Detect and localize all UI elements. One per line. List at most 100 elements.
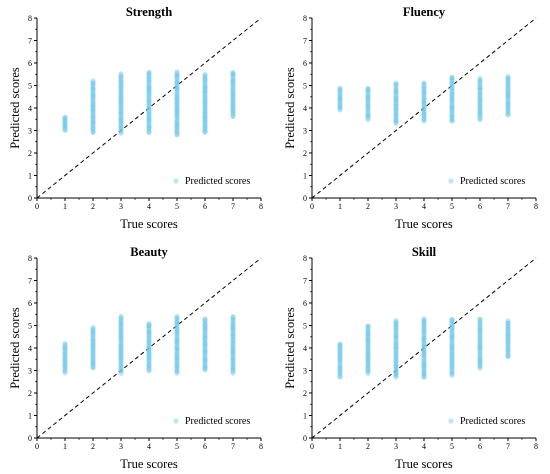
data-point — [174, 365, 180, 371]
y-tick-label: 4 — [303, 344, 307, 353]
data-point — [230, 367, 236, 373]
data-point — [118, 83, 124, 90]
data-point — [365, 361, 371, 368]
data-point — [393, 92, 399, 98]
data-point — [174, 76, 180, 82]
data-point — [230, 69, 236, 75]
data-point — [393, 99, 399, 105]
data-point — [230, 87, 236, 93]
data-point — [118, 321, 124, 327]
data-point — [146, 352, 152, 358]
data-point — [505, 82, 511, 88]
data-point — [449, 106, 455, 113]
data-point — [505, 104, 511, 111]
data-point — [477, 349, 483, 355]
data-point — [449, 350, 455, 356]
data-point — [90, 126, 96, 132]
data-point — [337, 361, 343, 368]
x-tick-label: 6 — [203, 202, 207, 211]
data-point — [230, 108, 236, 114]
data-point — [393, 105, 399, 111]
data-point — [118, 101, 124, 107]
data-point — [449, 317, 455, 323]
data-point — [174, 360, 180, 366]
data-point — [449, 114, 455, 120]
data-point — [505, 318, 511, 324]
x-tick-label: 4 — [147, 202, 151, 211]
data-point — [393, 338, 399, 344]
data-point — [202, 333, 208, 339]
data-point — [393, 347, 399, 353]
chart-title: Strength — [126, 5, 172, 19]
data-point — [393, 363, 399, 369]
y-tick-label: 5 — [28, 82, 32, 91]
data-point — [337, 101, 343, 108]
data-point — [202, 323, 208, 329]
data-point — [337, 363, 343, 369]
data-point — [230, 106, 236, 113]
data-point — [90, 338, 96, 344]
data-point — [449, 330, 455, 337]
data-point — [174, 109, 180, 115]
data-point — [118, 334, 124, 340]
data-point — [421, 352, 427, 359]
scatter-series — [337, 74, 511, 126]
x-tick-label: 4 — [147, 442, 151, 451]
data-point — [449, 91, 455, 97]
data-point — [174, 91, 180, 97]
y-tick-label: 0 — [303, 434, 307, 443]
data-point — [90, 113, 96, 119]
y-tick-label: 4 — [303, 104, 307, 113]
data-point — [337, 95, 343, 102]
y-tick-label: 7 — [303, 277, 307, 286]
data-point — [230, 90, 236, 97]
data-point — [90, 80, 96, 86]
data-point — [365, 332, 371, 339]
data-point — [174, 329, 180, 335]
data-point — [146, 328, 152, 334]
data-point — [421, 319, 427, 325]
data-point — [146, 343, 152, 349]
data-point — [337, 352, 343, 358]
data-point — [505, 85, 511, 92]
x-tick-label: 1 — [338, 442, 342, 451]
data-point — [393, 117, 399, 124]
data-point — [337, 368, 343, 374]
data-point — [174, 342, 180, 348]
data-point — [118, 117, 124, 123]
data-point — [118, 319, 124, 325]
data-point — [174, 69, 180, 75]
data-point — [90, 100, 96, 106]
chart-panel-fluency: 0 1 2 3 4 5 6 7 8 0 1 2 3 4 5 6 7 8 Fluency True scores Pred… — [283, 5, 538, 231]
data-point — [202, 353, 208, 359]
data-point — [477, 91, 483, 97]
data-point — [393, 325, 399, 331]
data-point — [505, 347, 511, 353]
data-point — [146, 128, 152, 135]
data-point — [449, 371, 455, 377]
data-point — [505, 109, 511, 115]
data-point — [421, 118, 427, 124]
data-point — [449, 366, 455, 372]
data-point — [477, 336, 483, 343]
data-point — [421, 86, 427, 92]
data-point — [393, 341, 399, 347]
data-point — [449, 324, 455, 330]
data-point — [118, 127, 124, 133]
data-point — [393, 94, 399, 100]
data-point — [365, 353, 371, 359]
data-point — [202, 109, 208, 115]
data-point — [230, 110, 236, 117]
data-point — [477, 89, 483, 95]
data-point — [230, 344, 236, 350]
data-point — [449, 74, 455, 80]
y-axis-label: Predicted scores — [283, 67, 297, 149]
data-point — [477, 80, 483, 86]
data-point — [477, 338, 483, 344]
data-point — [174, 335, 180, 341]
data-point — [146, 335, 152, 342]
data-point — [393, 364, 399, 370]
x-tick-label: 2 — [366, 442, 370, 451]
data-point — [118, 318, 124, 324]
data-point — [337, 89, 343, 96]
